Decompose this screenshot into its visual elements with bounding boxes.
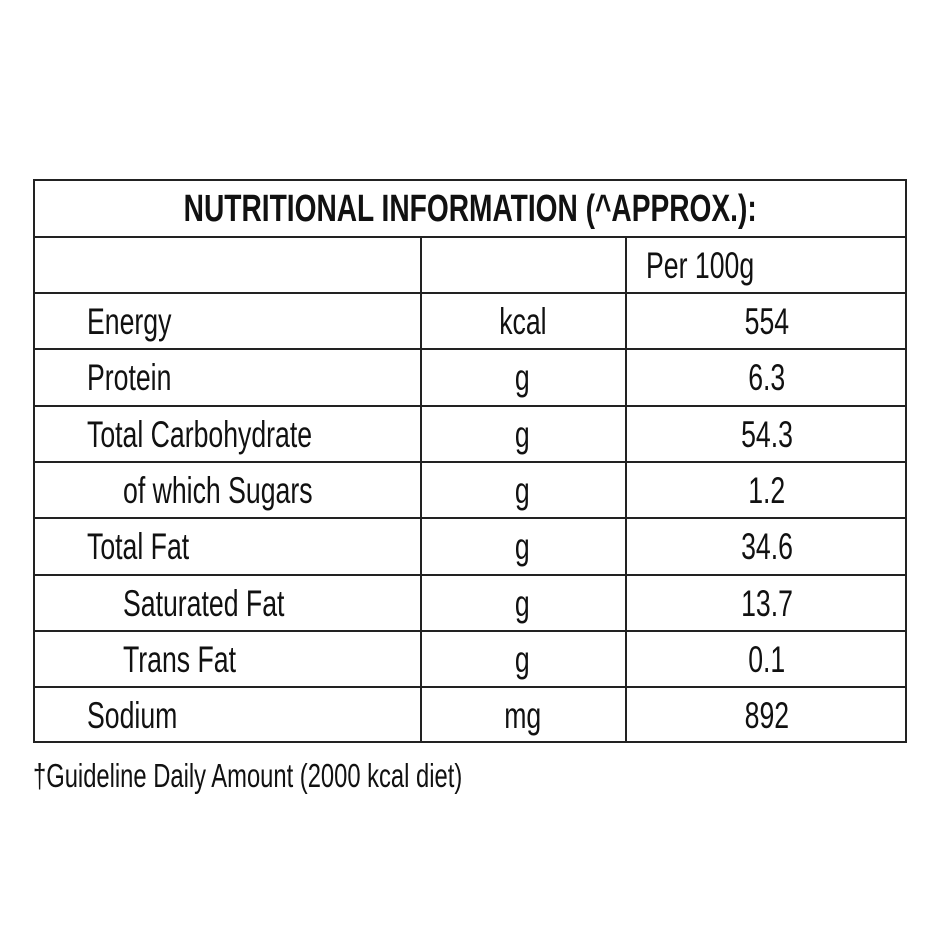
nutrient-name-text: Energy	[87, 301, 172, 342]
nutrient-name: Protein	[87, 350, 417, 406]
nutrient-name-text: Saturated Fat	[123, 582, 285, 624]
nutrient-name-text: Total Fat	[87, 526, 190, 568]
nutrient-value: 0.1	[625, 632, 909, 688]
nutrient-name-text: Sodium	[87, 695, 178, 737]
nutrient-unit-text: g	[515, 526, 530, 568]
nutrient-unit: g	[420, 350, 625, 406]
nutrient-unit: mg	[420, 688, 625, 744]
nutrient-name: Energy	[87, 294, 417, 350]
nutrient-value-text: 1.2	[748, 469, 786, 511]
header-per-100g: Per 100g	[625, 238, 909, 294]
nutrient-unit: kcal	[420, 294, 625, 350]
row-divider	[35, 348, 905, 351]
nutrient-unit: g	[420, 576, 625, 632]
nutrient-name: Sodium	[87, 688, 417, 744]
nutrient-unit-text: kcal	[498, 301, 547, 342]
nutrient-name: Total Fat	[87, 519, 417, 575]
row-divider	[35, 236, 905, 238]
nutrient-unit-text: g	[515, 582, 530, 624]
nutrient-value: 6.3	[625, 350, 909, 406]
nutrient-name: Trans Fat	[123, 632, 453, 688]
nutrient-value: 34.6	[625, 519, 909, 575]
nutrient-name-text: Protein	[87, 357, 172, 399]
nutrient-value-text: 892	[744, 695, 790, 737]
nutrient-value-text: 6.3	[748, 357, 786, 399]
nutrient-value: 13.7	[625, 576, 909, 632]
row-divider	[35, 686, 905, 689]
header-per-100g-text: Per 100g	[646, 245, 755, 286]
nutrient-value-text: 54.3	[741, 413, 793, 455]
row-divider	[35, 460, 905, 463]
nutrient-name-text: Total Carbohydrate	[87, 413, 313, 455]
table-title: NUTRITIONAL INFORMATION (^APPROX.):	[35, 181, 905, 238]
nutrient-unit: g	[420, 519, 625, 575]
nutrient-value: 54.3	[625, 407, 909, 463]
nutrition-table: NUTRITIONAL INFORMATION (^APPROX.): Per …	[33, 179, 907, 743]
nutrient-name: Saturated Fat	[123, 576, 453, 632]
nutrient-unit: g	[420, 632, 625, 688]
nutrient-unit: g	[420, 407, 625, 463]
row-divider	[35, 517, 905, 520]
column-divider	[625, 238, 627, 741]
nutrient-unit-text: g	[515, 469, 530, 511]
row-divider	[35, 629, 905, 632]
footnote-text: †Guideline Daily Amount (2000 kcal diet)	[33, 757, 463, 794]
nutrient-value-text: 0.1	[748, 638, 786, 680]
nutrient-unit-text: mg	[503, 695, 542, 737]
footnote: †Guideline Daily Amount (2000 kcal diet)	[33, 757, 629, 795]
row-divider	[35, 292, 905, 294]
nutrient-unit-text: g	[515, 357, 530, 399]
nutrient-name: Total Carbohydrate	[87, 407, 417, 463]
nutrient-value: 1.2	[625, 463, 909, 519]
nutrient-name-text: of which Sugars	[123, 469, 313, 511]
table-title-text: NUTRITIONAL INFORMATION (^APPROX.):	[183, 188, 757, 230]
nutrient-unit: g	[420, 463, 625, 519]
nutrient-value-text: 34.6	[741, 526, 793, 568]
nutrient-value-text: 13.7	[741, 582, 793, 624]
nutrient-unit-text: g	[515, 413, 530, 455]
nutrient-value-text: 554	[744, 301, 790, 342]
nutrient-value: 554	[625, 294, 909, 350]
row-divider	[35, 404, 905, 407]
nutrient-name: of which Sugars	[123, 463, 453, 519]
nutrient-value: 892	[625, 688, 909, 744]
row-divider	[35, 573, 905, 576]
nutrient-name-text: Trans Fat	[123, 638, 237, 680]
nutrient-unit-text: g	[515, 638, 530, 680]
column-divider	[420, 238, 422, 741]
